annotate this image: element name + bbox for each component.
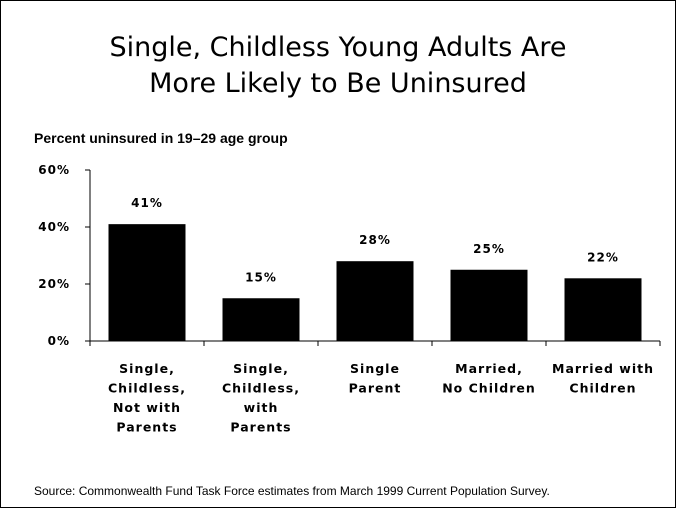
x-tick-label: Single, Childless, Not with Parents <box>108 361 186 435</box>
x-tick-label: Single, Childless, with Parents <box>222 361 300 435</box>
data-label: 25% <box>473 242 505 256</box>
x-tick-label: Single Parent <box>349 361 402 396</box>
y-tick-label: 20% <box>38 277 70 291</box>
x-tick-label: Married with Children <box>552 361 654 396</box>
chart-subtitle: Percent uninsured in 19–29 age group <box>34 130 288 146</box>
data-label: 15% <box>245 270 277 284</box>
source-note: Source: Commonwealth Fund Task Force est… <box>34 484 550 498</box>
data-label: 41% <box>131 196 163 210</box>
y-tick-label: 40% <box>38 220 70 234</box>
chart-title: Single, Childless Young Adults Are More … <box>0 30 676 102</box>
title-line-1: Single, Childless Young Adults Are <box>109 32 567 63</box>
data-label: 28% <box>359 233 391 247</box>
bar <box>108 224 186 341</box>
bar <box>222 298 300 341</box>
bar <box>450 269 528 341</box>
y-tick-label: 60% <box>38 163 70 177</box>
data-label: 22% <box>587 250 619 264</box>
y-tick-label: 0% <box>48 334 70 348</box>
title-line-2: More Likely to Be Uninsured <box>149 68 527 99</box>
bar <box>564 278 642 341</box>
x-tick-label: Married, No Children <box>442 361 536 396</box>
bar <box>336 261 414 341</box>
